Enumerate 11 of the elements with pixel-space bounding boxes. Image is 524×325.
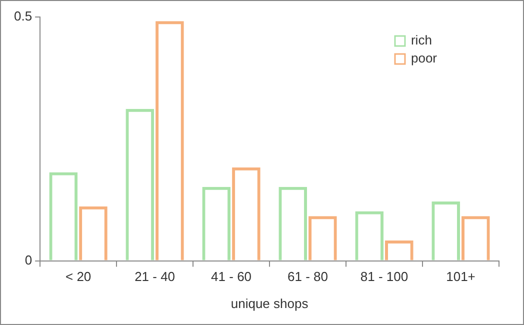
legend-label: poor: [410, 50, 438, 66]
x-axis-title: unique shops: [230, 296, 309, 311]
x-tick-label: 81 - 100: [360, 269, 408, 284]
x-tick-label: 41 - 60: [211, 269, 252, 284]
x-tick-label: 61 - 80: [288, 269, 328, 284]
x-tick-label: 101+: [446, 269, 476, 284]
y-tick-label: 0: [24, 252, 32, 268]
x-tick-label: < 20: [65, 269, 92, 284]
x-tick-label: 21 - 40: [134, 269, 176, 284]
y-tick-label: 0.5: [14, 8, 32, 24]
legend-label: rich: [410, 32, 432, 48]
